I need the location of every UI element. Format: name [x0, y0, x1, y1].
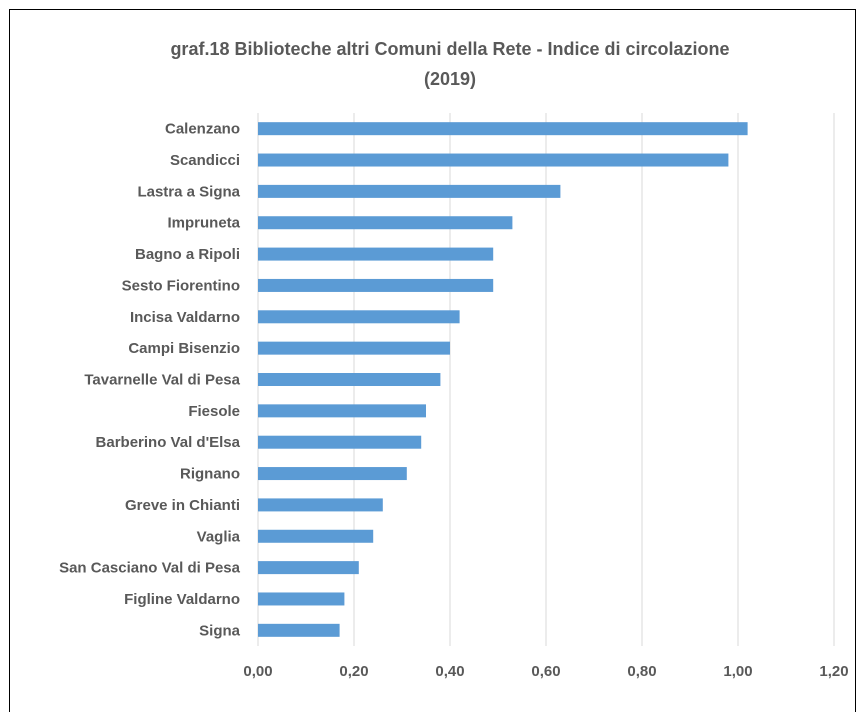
chart-title: graf.18 Biblioteche altri Comuni della R… [120, 34, 780, 94]
bar [258, 623, 340, 637]
chart-title-line2: (2019) [423, 69, 477, 89]
bar [258, 435, 422, 449]
category-label: Impruneta [167, 215, 240, 232]
category-label: Lastra a Signa [137, 183, 240, 200]
category-labels: Calenzano Scandicci Lastra a Signa Imprunet… [59, 121, 241, 640]
bar [258, 153, 729, 167]
bar [258, 278, 494, 292]
bar [258, 247, 494, 261]
category-label: Signa [199, 622, 240, 639]
category-label: San Casciano Val di Pesa [59, 560, 241, 577]
category-label: Bagno a Ripoli [135, 246, 240, 263]
x-tick-label: 0,40 [435, 663, 464, 680]
x-tick-label: 1,20 [819, 663, 848, 680]
bar [258, 592, 345, 606]
bar [258, 184, 561, 198]
bar [258, 529, 374, 543]
x-tick-label: 1,00 [723, 663, 752, 680]
x-tick-label: 0,20 [339, 663, 368, 680]
bar [258, 498, 383, 512]
category-label: Greve in Chianti [125, 497, 240, 514]
category-label: Rignano [180, 466, 240, 483]
category-label: Campi Bisenzio [128, 340, 240, 357]
category-label: Calenzano [165, 121, 240, 138]
bar [258, 122, 748, 136]
bar [258, 216, 513, 230]
category-label: Tavarnelle Val di Pesa [84, 372, 240, 389]
x-tick-label: 0,80 [627, 663, 656, 680]
bar [258, 341, 450, 355]
x-tick-labels: 0,00 0,20 0,40 0,60 0,80 1,00 1,20 [243, 663, 848, 680]
category-label: Figline Valdarno [124, 591, 240, 608]
category-label: Incisa Valdarno [130, 309, 240, 326]
category-label: Fiesole [188, 403, 240, 420]
x-tick-label: 0,60 [531, 663, 560, 680]
bar [258, 373, 441, 386]
bar [258, 467, 407, 481]
category-label: Sesto Fiorentino [122, 277, 240, 294]
bar [258, 561, 359, 575]
x-tick-label: 0,00 [243, 663, 272, 680]
category-label: Vaglia [197, 528, 241, 545]
bar [258, 310, 460, 324]
category-label: Barberino Val d'Elsa [96, 434, 241, 451]
bars [258, 122, 748, 637]
category-label: Scandicci [170, 152, 240, 169]
bar [258, 404, 426, 418]
grid-lines [257, 113, 835, 646]
chart-title-line1: graf.18 Biblioteche altri Comuni della R… [170, 39, 730, 59]
